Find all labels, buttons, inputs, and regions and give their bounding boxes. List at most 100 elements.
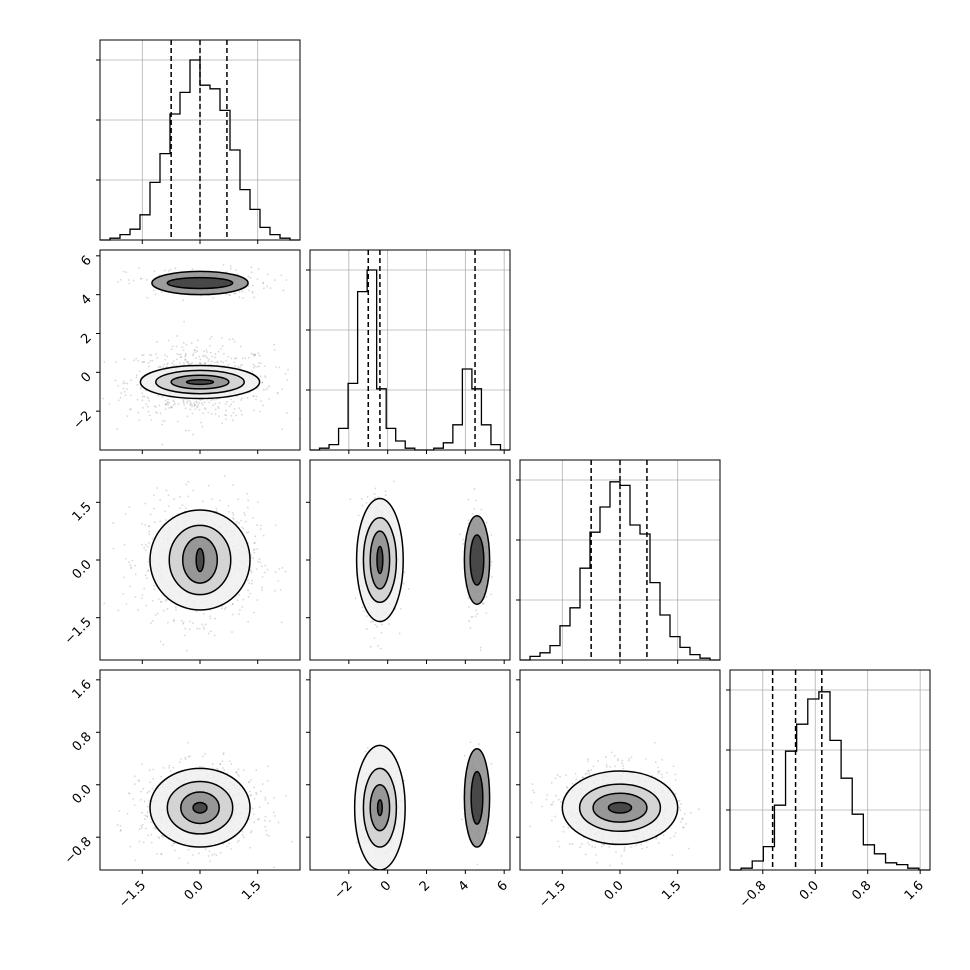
scatter-point <box>476 613 478 615</box>
scatter-point <box>474 499 477 502</box>
scatter-point <box>610 751 613 754</box>
scatter-point <box>164 600 167 602</box>
scatter-point <box>373 492 376 495</box>
scatter-point <box>621 762 623 765</box>
scatter-point <box>258 362 260 364</box>
scatter-point <box>255 568 258 571</box>
scatter-point <box>196 350 199 353</box>
scatter-point <box>241 364 244 366</box>
contour-line <box>166 780 234 835</box>
scatter-point <box>153 826 156 829</box>
scatter-point <box>246 492 248 495</box>
scatter-point <box>141 763 143 766</box>
scatter-point <box>213 853 216 855</box>
density-panel-0-1 <box>99 249 301 457</box>
scatter-point <box>174 267 177 270</box>
scatter-point <box>263 571 266 574</box>
scatter-point <box>253 548 256 551</box>
scatter-point <box>209 860 212 863</box>
scatter-point <box>254 535 256 538</box>
scatter-point <box>159 640 162 643</box>
scatter-point <box>185 343 188 346</box>
scatter-point <box>159 520 162 523</box>
scatter-point <box>193 349 196 352</box>
scatter-point <box>193 404 196 406</box>
scatter-point <box>215 507 218 510</box>
scatter-point <box>217 361 219 364</box>
scatter-point <box>183 404 186 406</box>
scatter-point <box>144 389 147 392</box>
density-panel-0-2 <box>99 459 301 661</box>
scatter-point <box>256 278 259 281</box>
scatter-point <box>123 358 126 360</box>
scatter-point <box>154 521 156 523</box>
scatter-point <box>211 355 214 358</box>
scatter-point <box>213 398 216 401</box>
scatter-point <box>231 338 234 340</box>
scatter-point <box>476 863 479 866</box>
scatter-point <box>655 838 657 840</box>
scatter-point <box>189 401 192 404</box>
scatter-point <box>204 752 207 755</box>
scatter-point <box>164 403 167 406</box>
scatter-point <box>184 758 187 761</box>
scatter-point <box>196 406 199 409</box>
scatter-point <box>140 826 143 829</box>
scatter-point <box>552 801 555 803</box>
scatter-point <box>178 455 180 457</box>
scatter-point <box>255 791 257 794</box>
panel-frame <box>729 669 931 871</box>
scatter-point <box>172 619 175 621</box>
scatter-point <box>143 818 146 820</box>
scatter-point <box>550 803 553 806</box>
scatter-point <box>398 632 401 635</box>
scatter-point <box>365 615 368 618</box>
scatter-point <box>153 507 156 510</box>
scatter-point <box>377 496 380 499</box>
scatter-point <box>490 564 492 567</box>
scatter-point <box>141 543 143 546</box>
scatter-point <box>248 289 251 292</box>
scatter-point <box>157 394 160 397</box>
scatter-point <box>221 345 224 347</box>
density-fill <box>193 802 207 813</box>
scatter-point <box>198 401 201 404</box>
scatter-point <box>142 361 145 363</box>
scatter-point <box>362 456 364 458</box>
scatter-point <box>168 401 171 404</box>
scatter-point <box>242 527 245 530</box>
scatter-point <box>250 569 252 572</box>
scatter-point <box>387 623 390 625</box>
scatter-point <box>198 765 201 768</box>
scatter-point <box>475 609 477 612</box>
scatter-point <box>203 350 206 353</box>
scatter-point <box>147 405 149 408</box>
scatter-point <box>134 573 137 576</box>
scatter-point <box>469 627 472 630</box>
scatter-point <box>147 560 150 563</box>
scatter-point <box>241 830 244 833</box>
scatter-point <box>247 285 250 288</box>
scatter-point <box>135 374 138 377</box>
scatter-point <box>252 284 254 287</box>
scatter-point <box>246 396 249 399</box>
scatter-point <box>291 840 293 843</box>
scatter-point <box>371 620 374 623</box>
scatter-point <box>214 413 217 416</box>
scatter-point <box>157 598 160 600</box>
scatter-point <box>281 566 284 569</box>
scatter-point <box>247 589 250 592</box>
scatter-point <box>145 604 148 607</box>
scatter-point <box>153 270 156 273</box>
scatter-point <box>366 496 369 498</box>
scatter-point <box>259 561 262 564</box>
scatter-point <box>194 349 197 352</box>
scatter-point <box>134 564 137 567</box>
scatter-point <box>629 846 632 848</box>
contour-line <box>139 364 261 400</box>
scatter-point <box>199 398 202 401</box>
contour-line <box>470 770 484 825</box>
scatter-point <box>267 765 269 768</box>
scatter-point <box>147 834 150 837</box>
scatter-point <box>241 397 243 400</box>
